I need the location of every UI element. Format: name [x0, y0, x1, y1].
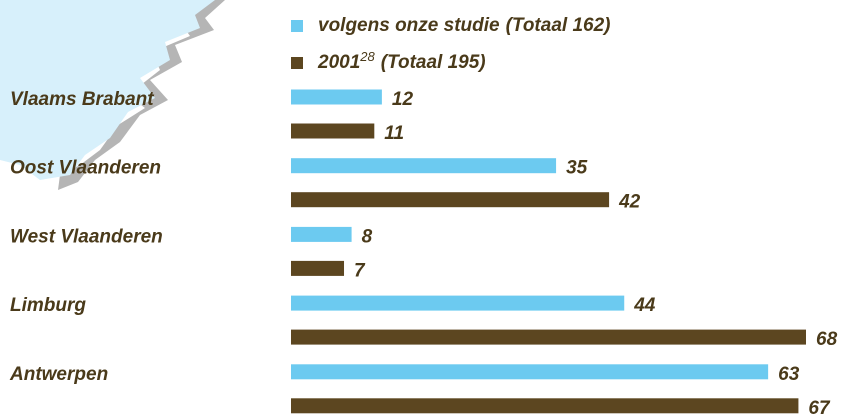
bar: [291, 329, 806, 345]
bar: [291, 260, 345, 276]
legend-footnote: 28: [359, 49, 375, 64]
legend-total: (Totaal 162): [506, 15, 611, 36]
bar: [291, 364, 769, 380]
value-label: 67: [808, 398, 831, 414]
bar: [291, 89, 382, 105]
bar: [291, 192, 610, 208]
value-label: 63: [778, 364, 800, 385]
value-label: 11: [384, 123, 404, 144]
legend-swatch: [291, 57, 303, 69]
legend-label: volgens onze studie (Totaal 162): [318, 15, 610, 36]
bar: [291, 123, 375, 139]
category-label: Vlaams Brabant: [10, 89, 154, 110]
value-label: 42: [618, 192, 641, 213]
legend-swatch: [291, 20, 303, 32]
category-label: Antwerpen: [9, 364, 108, 385]
bar: [291, 158, 557, 174]
category-label: Limburg: [10, 295, 86, 316]
category-label: West Vlaanderen: [10, 226, 163, 247]
legend-total: (Totaal 195): [381, 52, 486, 73]
value-label: 8: [362, 226, 373, 247]
bar: [291, 398, 799, 414]
legend-label: 200128 (Totaal 195): [317, 49, 486, 73]
legend-name: volgens onze studie: [318, 15, 500, 36]
value-label: 12: [392, 89, 414, 110]
value-label: 44: [633, 295, 656, 316]
value-label: 35: [566, 158, 588, 179]
value-label: 7: [354, 260, 366, 281]
value-label: 68: [816, 329, 838, 350]
bar: [291, 226, 352, 242]
category-label: Oost Vlaanderen: [10, 158, 161, 179]
bar: [291, 295, 625, 311]
map-shape: [0, 0, 215, 180]
legend-name: 2001: [317, 52, 360, 73]
